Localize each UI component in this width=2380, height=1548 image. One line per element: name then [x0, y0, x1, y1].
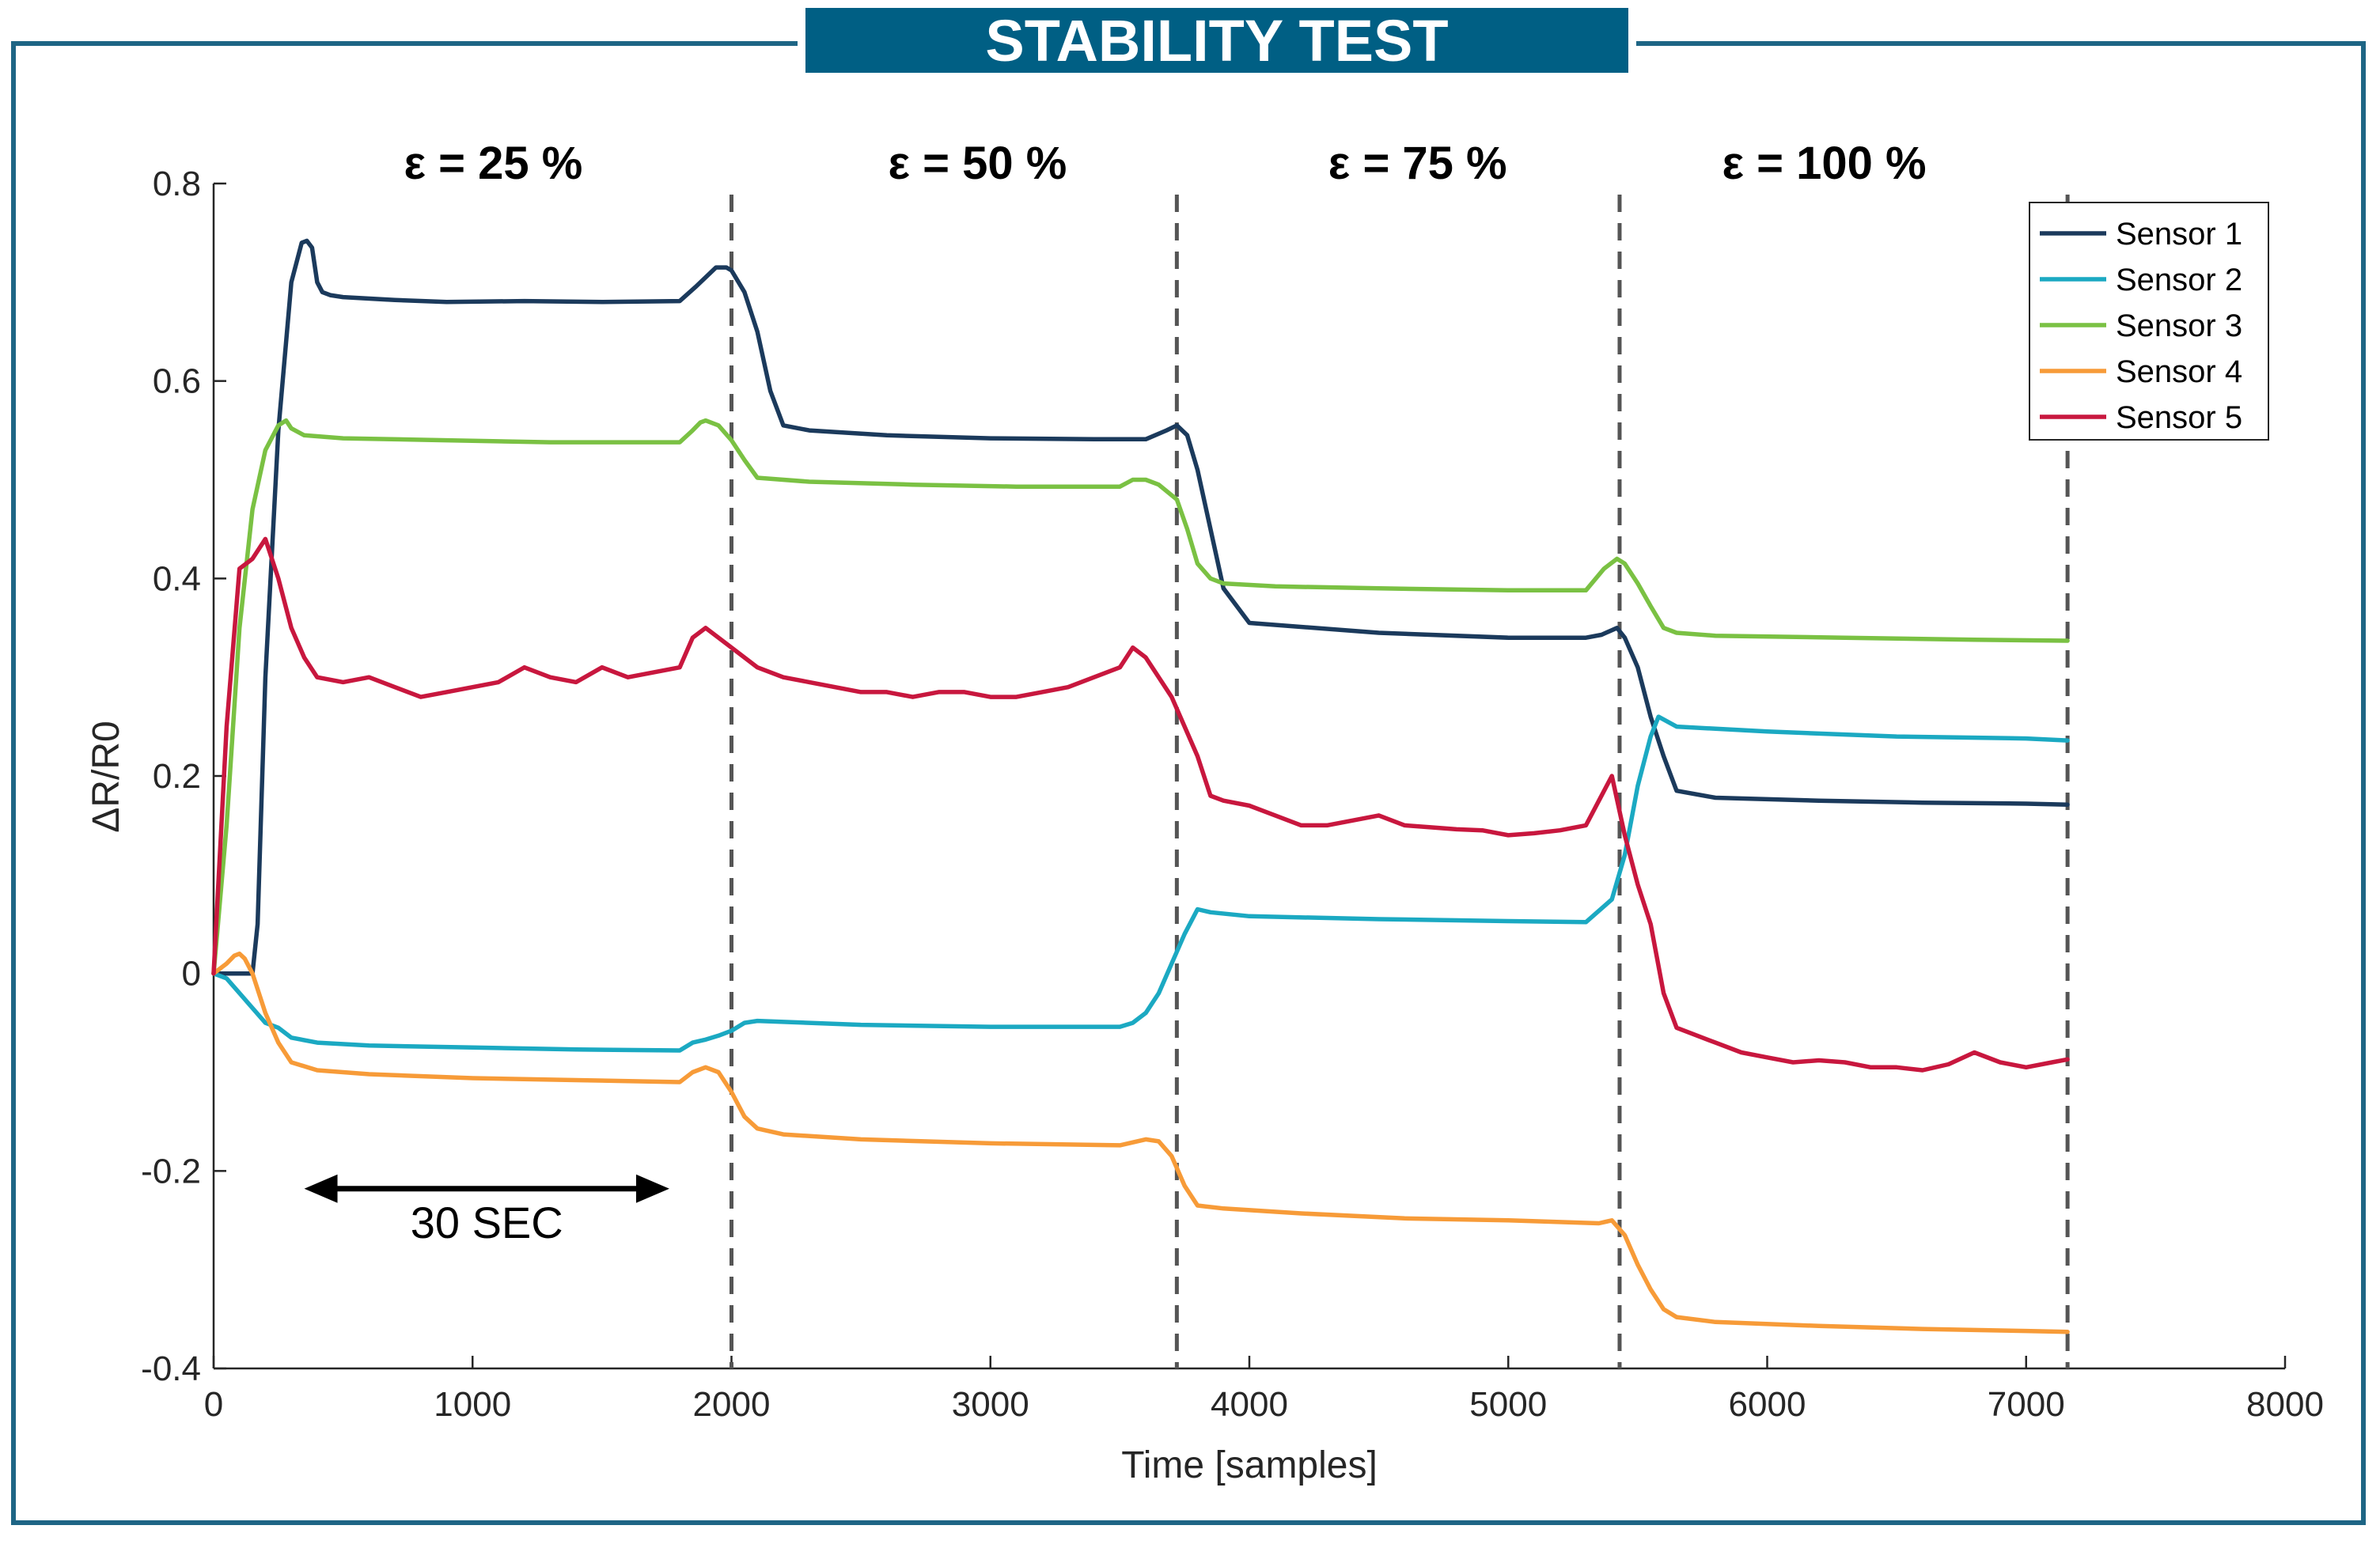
series-line-sensor-5 [211, 536, 2070, 1073]
phase-boundaries [730, 195, 2070, 1368]
x-tick-label: 5000 [1469, 1385, 1547, 1424]
series-line-sensor-2 [211, 714, 2070, 1053]
legend-label: Sensor 2 [2116, 263, 2242, 297]
x-tick-label: 2000 [693, 1385, 771, 1424]
annotation-arrowhead-left [304, 1174, 338, 1203]
phase-label: ε = 50 % [888, 138, 1067, 189]
x-tick-label: 1000 [434, 1385, 511, 1424]
y-tick-label: 0.8 [153, 165, 201, 203]
legend-label: Sensor 5 [2116, 400, 2242, 435]
y-axis-label: ΔR/R0 [85, 721, 127, 832]
y-tick-label: 0.4 [153, 559, 201, 598]
annotation-text: 30 SEC [411, 1198, 563, 1247]
legend-label: Sensor 3 [2116, 308, 2242, 343]
series-line-sensor-3 [211, 418, 2070, 976]
legend-box [2029, 202, 2269, 441]
x-tick-label: 8000 [2246, 1385, 2324, 1424]
y-tick-label: -0.2 [141, 1152, 201, 1190]
y-tick-label: 0 [182, 955, 201, 994]
chart-title: STABILITY TEST [805, 8, 1628, 74]
phase-label: ε = 100 % [1722, 138, 1926, 189]
phase-label: ε = 75 % [1328, 138, 1507, 189]
duration-annotation: 30 SEC [304, 1174, 669, 1247]
annotation-arrowhead-right [635, 1174, 669, 1203]
phase-labels: ε = 25 % ε = 50 % ε = 75 % ε = 100 % [404, 138, 1927, 189]
series-line-sensor-4 [211, 951, 2070, 1334]
series-lines [211, 238, 2070, 1334]
x-axis-label: Time [samples] [1121, 1444, 1378, 1486]
y-tick-label: 0.6 [153, 362, 201, 401]
phase-label: ε = 25 % [404, 138, 583, 189]
legend-label: Sensor 1 [2116, 217, 2242, 252]
x-tick-label: 7000 [1988, 1385, 2065, 1424]
x-tick-label: 6000 [1729, 1385, 1806, 1424]
axis-ticks: 0 1000 2000 3000 4000 5000 6000 7000 8000 -0.4 -0.… [141, 165, 2324, 1424]
x-tick-label: 0 [204, 1385, 223, 1424]
y-tick-label: 0.2 [153, 757, 201, 796]
legend: Sensor 1 Sensor 2 Sensor 3 Sensor 4 Sensor 5 [2029, 202, 2269, 441]
series-line-sensor-1 [211, 238, 2070, 976]
y-tick-label: -0.4 [141, 1349, 201, 1388]
x-tick-label: 4000 [1211, 1385, 1288, 1424]
x-tick-label: 3000 [952, 1385, 1029, 1424]
legend-label: Sensor 4 [2116, 354, 2242, 389]
